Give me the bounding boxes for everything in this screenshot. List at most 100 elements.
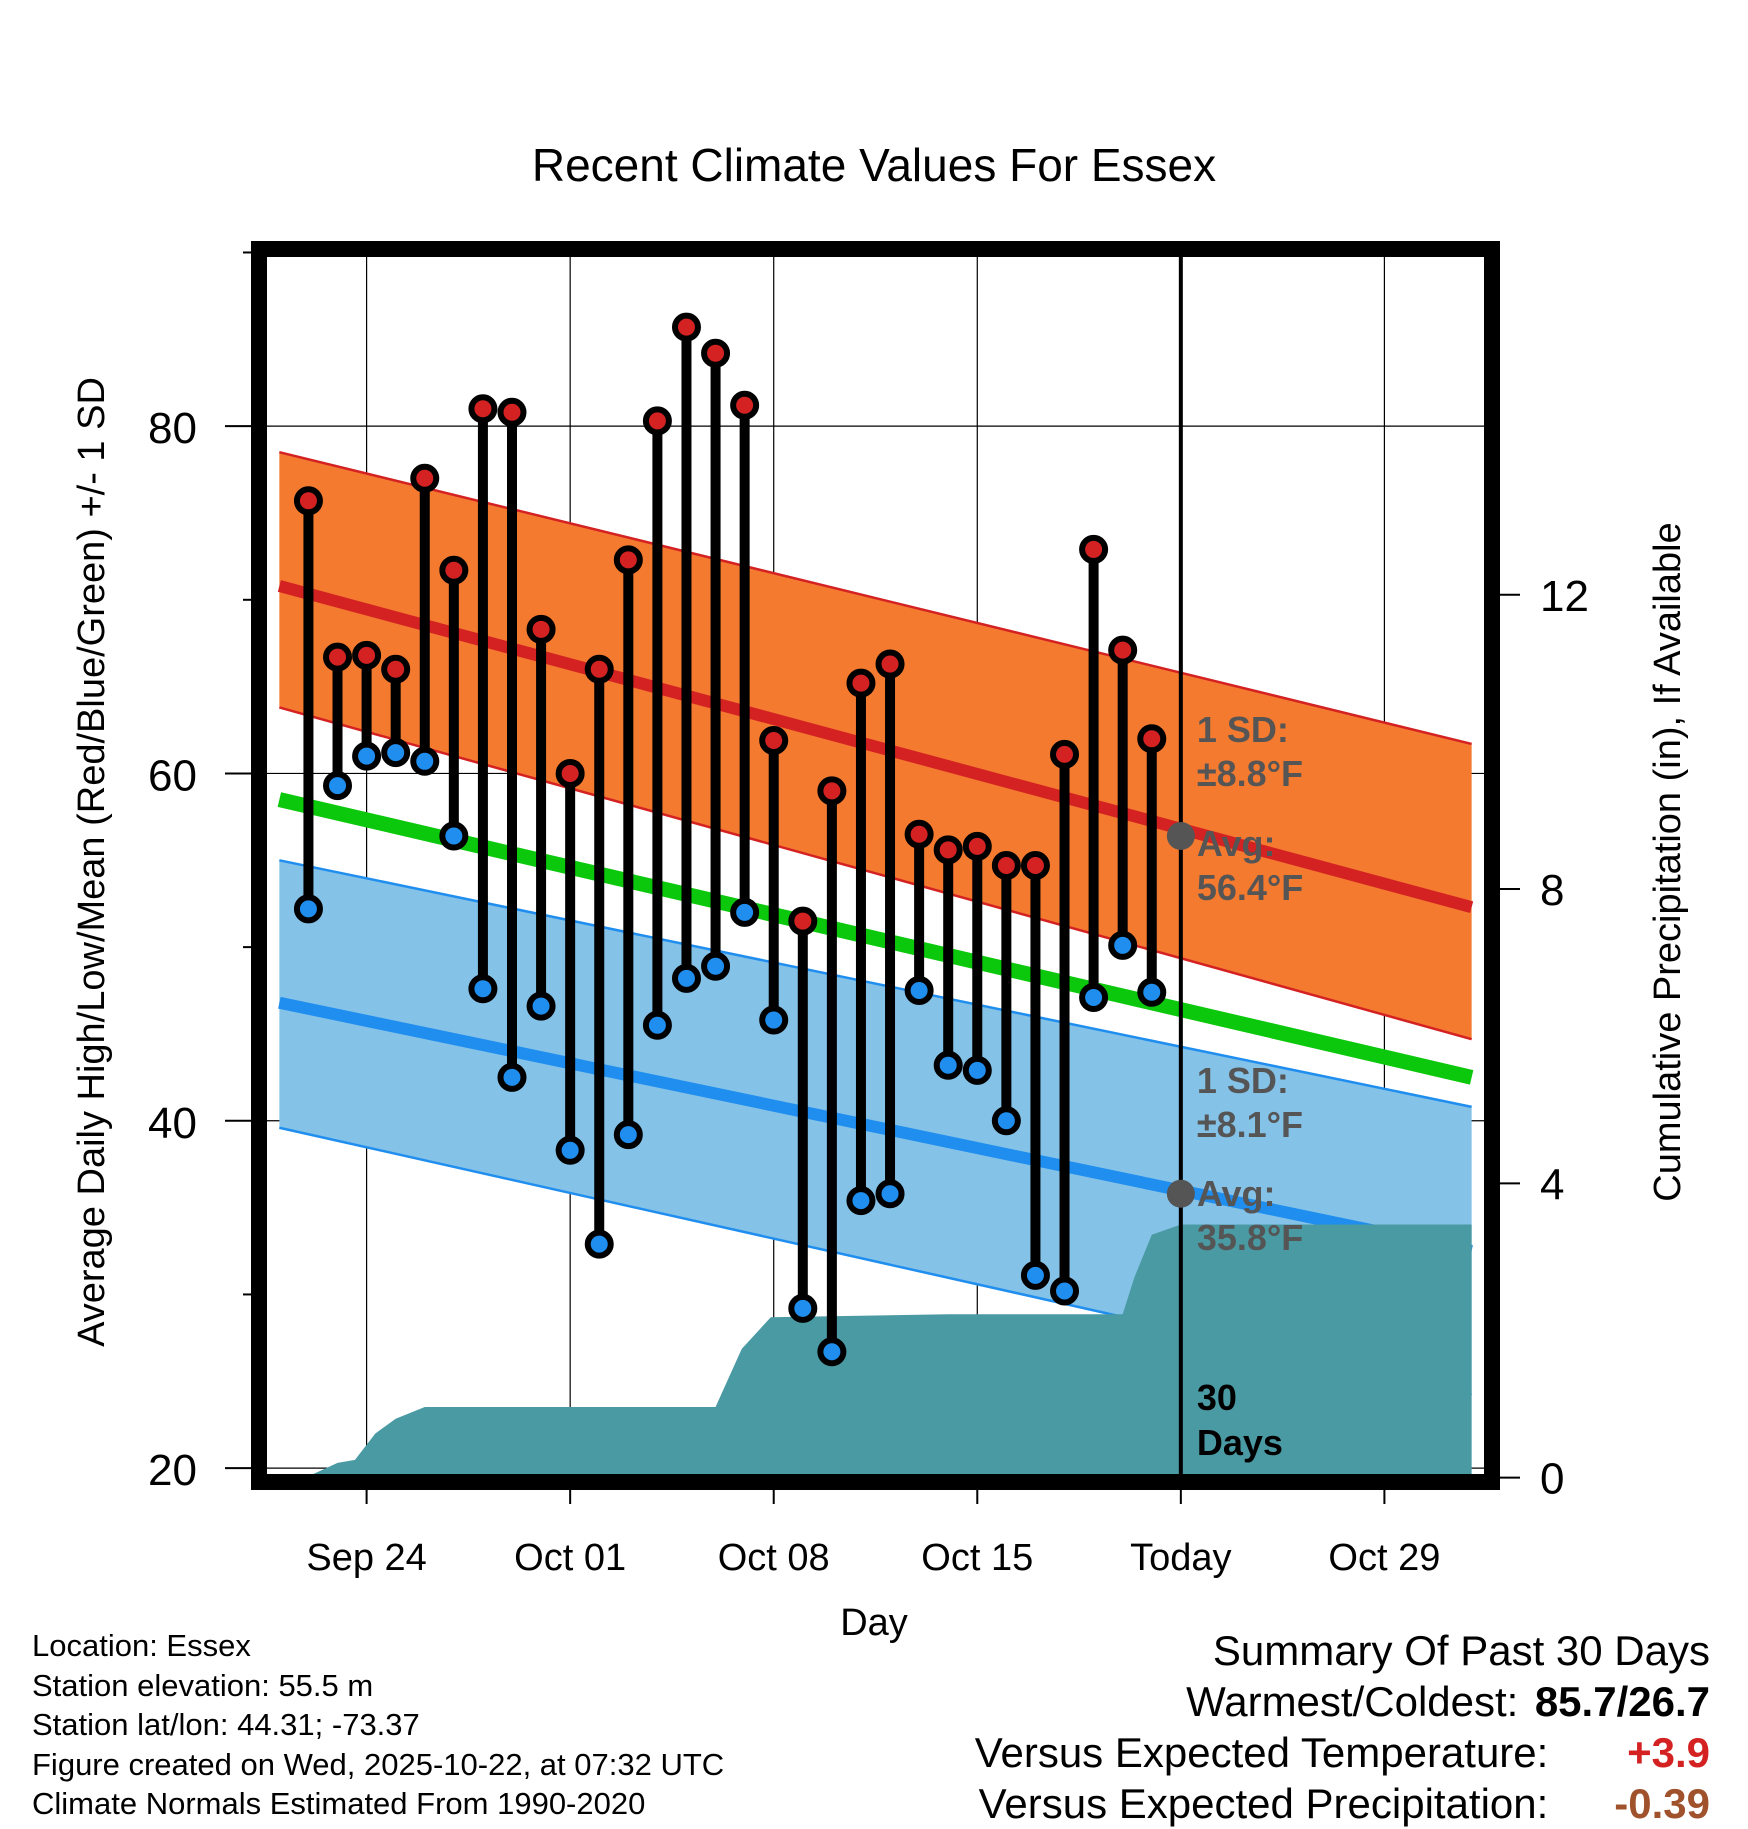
high-point — [1108, 635, 1138, 665]
low-point — [875, 1179, 905, 1209]
high-point — [497, 397, 527, 427]
warm-cold-label: Warmest/Coldest: — [1186, 1678, 1519, 1725]
x-tick-label: Oct 29 — [1328, 1537, 1440, 1579]
high-point — [410, 463, 440, 493]
high-point — [468, 394, 498, 424]
low-point — [526, 991, 556, 1021]
precip-period-label-2: Days — [1197, 1422, 1283, 1463]
y-right-tick-label: 12 — [1540, 572, 1589, 621]
y-left-tick-label: 20 — [148, 1446, 197, 1495]
low-point — [352, 741, 382, 771]
high-point — [323, 642, 353, 672]
low-point — [293, 894, 323, 924]
high-avg-value: 56.4°F — [1197, 867, 1303, 908]
low-point — [962, 1055, 992, 1085]
low-point — [410, 746, 440, 776]
high-point — [788, 906, 818, 936]
high-point — [555, 758, 585, 788]
normals-text: Climate Normals Estimated From 1990-2020 — [32, 1786, 646, 1821]
axis-ticks: Sep 24 Oct 01 Oct 08 Oct 15 Today Oct 2920406… — [148, 251, 1589, 1579]
high-point — [671, 312, 701, 342]
low-point — [1137, 977, 1167, 1007]
low-sd-value: ±8.1°F — [1197, 1104, 1303, 1145]
low-sd-label: 1 SD: — [1197, 1060, 1289, 1101]
high-point — [381, 654, 411, 684]
low-point — [1020, 1260, 1050, 1290]
temp-label: Versus Expected Temperature: — [974, 1729, 1549, 1776]
high-point — [1079, 534, 1109, 564]
x-tick-label: Sep 24 — [306, 1537, 426, 1579]
low-point — [904, 976, 934, 1006]
plot-frame — [251, 241, 1500, 1490]
high-point — [526, 614, 556, 644]
low-point — [759, 1005, 789, 1035]
high-point — [352, 640, 382, 670]
high-point — [584, 654, 614, 684]
low-point — [468, 974, 498, 1004]
high-point — [613, 545, 643, 575]
high-point — [759, 725, 789, 755]
low-point — [817, 1337, 847, 1367]
high-point — [730, 390, 760, 420]
low-point — [323, 771, 353, 801]
low-point — [381, 738, 411, 768]
high-point — [933, 835, 963, 865]
low-avg-today-dot — [1166, 1179, 1195, 1208]
low-point — [642, 1010, 672, 1040]
low-point — [991, 1106, 1021, 1136]
chart-title: Recent Climate Values For Essex — [532, 139, 1216, 191]
low-point — [701, 951, 731, 981]
high-point — [1137, 724, 1167, 754]
low-point — [933, 1050, 963, 1080]
low-point — [1079, 982, 1109, 1012]
precip-value: -0.39 — [1614, 1780, 1710, 1827]
y-axis-label-right: Cumulative Precipitation (in), If Availa… — [1647, 522, 1689, 1201]
high-point — [293, 486, 323, 516]
low-point — [497, 1062, 527, 1092]
created-text: Figure created on Wed, 2025-10-22, at 07… — [32, 1746, 725, 1782]
x-tick-label: Oct 08 — [718, 1537, 830, 1579]
daily-range-stems — [303, 322, 1157, 1357]
low-avg-value: 35.8°F — [1197, 1217, 1303, 1258]
y-right-tick-label: 0 — [1540, 1455, 1564, 1504]
warm-cold-value: 85.7/26.7 — [1534, 1678, 1710, 1725]
x-axis-label: Day — [840, 1602, 908, 1644]
low-point — [1050, 1276, 1080, 1306]
high-point — [846, 668, 876, 698]
low-point — [1108, 930, 1138, 960]
elevation-text: Station elevation: 55.5 m — [32, 1667, 374, 1703]
precip-label: Versus Expected Precipitation: — [978, 1780, 1549, 1827]
low-avg-label: Avg: — [1197, 1173, 1276, 1214]
high-avg-today-dot — [1166, 821, 1195, 850]
precip-period-label-1: 30 — [1197, 1377, 1237, 1418]
summary-precip: Versus Expected Precipitation: -0.39 — [975, 1778, 1710, 1829]
high-point — [439, 555, 469, 585]
high-sd-value: ±8.8°F — [1197, 753, 1303, 794]
y-right-tick-label: 4 — [1540, 1160, 1564, 1209]
low-point — [671, 963, 701, 993]
station-info: Location: Essex Station elevation: 55.5 … — [32, 1626, 724, 1824]
summary-panel: Summary Of Past 30 Days Warmest/Coldest:… — [975, 1625, 1710, 1829]
summary-temp: Versus Expected Temperature: +3.9 — [975, 1727, 1710, 1778]
high-sd-label: 1 SD: — [1197, 709, 1289, 750]
y-left-tick-label: 60 — [148, 751, 197, 800]
y-axis-label-left: Average Daily High/Low/Mean (Red/Blue/Gr… — [71, 377, 113, 1347]
high-point — [962, 831, 992, 861]
high-point — [991, 851, 1021, 880]
latlon-text: Station lat/lon: 44.31; -73.37 — [32, 1707, 420, 1742]
precip-area — [279, 1224, 1472, 1482]
low-point — [439, 821, 469, 851]
summary-warm-cold: Warmest/Coldest: 85.7/26.7 — [975, 1676, 1710, 1727]
low-point — [555, 1135, 585, 1165]
summary-title: Summary Of Past 30 Days — [1212, 1627, 1710, 1674]
high-point — [1020, 851, 1050, 880]
high-point — [817, 776, 847, 806]
high-point — [642, 406, 672, 436]
low-point — [846, 1186, 876, 1216]
low-normal-line — [278, 996, 1473, 1257]
today-average-markers — [1166, 821, 1195, 1208]
high-avg-label: Avg: — [1197, 823, 1276, 864]
daily-points — [293, 312, 1167, 1367]
